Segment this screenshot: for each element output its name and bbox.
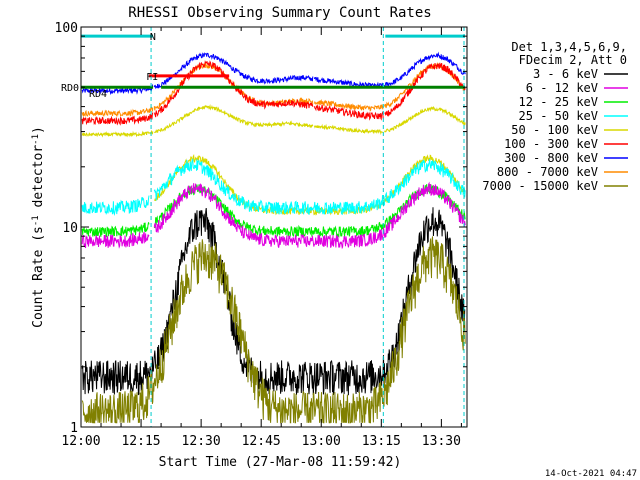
series-1-segment-0 (81, 231, 150, 249)
series-2-segment-0 (81, 222, 150, 238)
x-tick-label-6: 13:30 (422, 434, 461, 449)
series-5-segment-1 (153, 60, 314, 118)
series-7-segment-2 (313, 99, 384, 112)
data-traces (81, 51, 466, 424)
x-tick-label-1: 12:15 (121, 434, 160, 449)
series-8-segment-0 (81, 236, 466, 424)
chart-title: RHESSI Observing Summary Count Rates (128, 5, 431, 21)
series-4-segment-1 (154, 104, 314, 134)
y-tick-label-0: 1 (70, 421, 78, 436)
y-axis-label-sup: -1 (31, 215, 41, 226)
x-tick-label-4: 13:00 (302, 434, 341, 449)
y-axis-label: Count Rate (s-1 detector-1) (31, 126, 46, 328)
legend-entry-5: 100 - 300 keV (504, 137, 598, 151)
series-6-segment-1 (153, 52, 314, 90)
legend-entry-2: 12 - 25 keV (519, 95, 598, 109)
x-tick-label-5: 13:15 (362, 434, 401, 449)
series-3-segment-0 (81, 195, 150, 216)
series-5-segment-0 (81, 112, 154, 126)
legend-entry-3: 25 - 50 keV (519, 109, 598, 123)
series-4-segment-0 (154, 153, 242, 204)
series-7-segment-3 (384, 62, 466, 109)
series-6-segment-0 (81, 83, 154, 96)
y-tick-label-1: 10 (62, 221, 78, 236)
x-tick-label-0: 12:00 (61, 434, 100, 449)
series-3-segment-1 (153, 158, 466, 216)
series-1-segment-1 (153, 181, 466, 250)
series-7-segment-0 (81, 106, 154, 118)
y-axis-ticks: 1 10 100 (55, 21, 467, 436)
x-tick-label-2: 12:30 (182, 434, 221, 449)
series-4-segment-3 (384, 106, 466, 133)
legend-entry-1: 6 - 12 keV (526, 81, 598, 95)
flag-label-rd4: RD4 (89, 89, 107, 100)
x-axis-ticks: 12:00 12:15 12:30 12:45 13:00 13:15 13:30 (61, 27, 462, 449)
legend-entry-6: 300 - 800 keV (504, 151, 598, 165)
series-5-segment-2 (313, 104, 384, 121)
footer-timestamp: 14-Oct-2021 04:47 (545, 469, 637, 479)
flag-label-fi: FI (146, 72, 158, 83)
legend-entry-0: 3 - 6 keV (533, 67, 598, 81)
legend-entry-7: 800 - 7000 keV (497, 165, 598, 179)
series-0-segment-0 (81, 207, 466, 396)
legend-entry-4: 50 - 100 keV (511, 123, 598, 137)
y-axis-label-sup2: -1 (31, 134, 41, 145)
flag-label-rd0: RD0 (61, 83, 79, 94)
legend-entry-8: 7000 - 15000 keV (482, 179, 598, 193)
legend-header-0: Det 1,3,4,5,6,9, (511, 40, 627, 54)
series-6-segment-3 (384, 51, 466, 87)
legend-header-1: FDecim 2, Att 0 (519, 53, 627, 67)
series-5-segment-3 (384, 62, 466, 117)
y-axis-label-main: Count Rate (s (31, 226, 46, 328)
y-axis-label-rest: detector (31, 145, 46, 216)
flag-lines: RD0 RD4 FI N (61, 27, 465, 427)
y-axis-label-end: ) (31, 126, 46, 134)
series-4-segment-2 (313, 123, 384, 136)
legend: Det 1,3,4,5,6,9,FDecim 2, Att 03 - 6 keV… (482, 40, 628, 193)
series-4-segment-0 (81, 129, 154, 138)
x-tick-label-3: 12:45 (242, 434, 281, 449)
y-tick-label-2: 100 (55, 21, 78, 36)
flag-label-n: N (150, 32, 156, 43)
x-axis-label: Start Time (27-Mar-08 11:59:42) (159, 455, 402, 470)
series-6-segment-2 (313, 76, 384, 89)
